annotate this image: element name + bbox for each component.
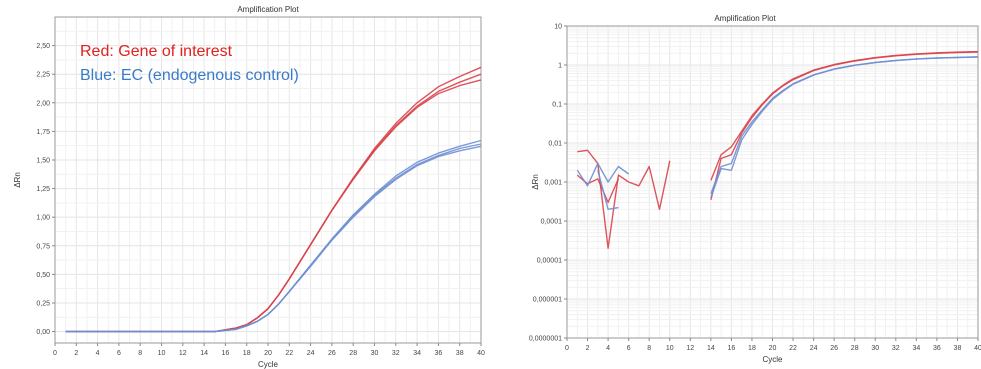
y-tick-label: 1 — [558, 63, 562, 70]
x-tick-label: 0 — [565, 345, 569, 352]
y-tick-label: 1,25 — [36, 186, 50, 193]
y-axis-label: ΔRn — [13, 172, 22, 188]
x-tick-label: 28 — [851, 345, 859, 352]
x-tick-label: 36 — [933, 345, 941, 352]
x-tick-label: 6 — [117, 350, 121, 357]
y-tick-label: 0,1 — [552, 102, 562, 109]
x-tick-label: 12 — [179, 350, 187, 357]
y-tick-label: 0,25 — [36, 300, 50, 307]
x-tick-label: 30 — [871, 345, 879, 352]
x-tick-label: 18 — [748, 345, 756, 352]
x-tick-label: 2 — [586, 345, 590, 352]
x-tick-label: 10 — [158, 350, 166, 357]
x-tick-label: 30 — [371, 350, 379, 357]
y-tick-label: 0,0000001 — [529, 336, 562, 343]
y-axis-label: ΔRn — [531, 174, 540, 190]
y-tick-label: 2,00 — [36, 100, 50, 107]
annotation-1: Red: Gene of interest — [80, 43, 233, 60]
x-tick-label: 20 — [264, 350, 272, 357]
x-tick-label: 18 — [243, 350, 251, 357]
x-tick-label: 26 — [830, 345, 838, 352]
x-tick-label: 38 — [954, 345, 962, 352]
x-tick-label: 40 — [974, 345, 981, 352]
x-axis-label: Cycle — [258, 360, 279, 369]
y-tick-label: 2,50 — [36, 43, 50, 50]
y-tick-label: 1,75 — [36, 129, 50, 136]
y-tick-label: 1,50 — [36, 157, 50, 164]
x-tick-label: 8 — [647, 345, 651, 352]
y-tick-label: 0,0001 — [541, 219, 563, 226]
annotation-2: Blue: EC (endogenous control) — [80, 67, 299, 84]
x-tick-label: 24 — [307, 350, 315, 357]
x-tick-label: 12 — [686, 345, 694, 352]
x-tick-label: 10 — [666, 345, 674, 352]
y-tick-label: 0,50 — [36, 272, 50, 279]
x-tick-label: 2 — [74, 350, 78, 357]
y-tick-label: 0,01 — [548, 141, 562, 148]
x-tick-label: 8 — [138, 350, 142, 357]
series-line-3 — [576, 162, 630, 187]
y-tick-label: 0,001 — [544, 180, 562, 187]
series-line-4 — [597, 170, 619, 211]
x-tick-label: 6 — [627, 345, 631, 352]
x-tick-label: 32 — [392, 350, 400, 357]
x-tick-label: 36 — [435, 350, 443, 357]
x-tick-label: 20 — [769, 345, 777, 352]
series-line-6 — [65, 145, 482, 333]
x-tick-label: 14 — [707, 345, 715, 352]
x-tick-label: 24 — [810, 345, 818, 352]
x-tick-label: 4 — [606, 345, 610, 352]
x-tick-label: 4 — [96, 350, 100, 357]
y-tick-label: 0,75 — [36, 243, 50, 250]
x-axis-label: Cycle — [762, 355, 783, 364]
x-tick-label: 14 — [200, 350, 208, 357]
series-line-6 — [710, 51, 979, 200]
x-tick-label: 22 — [285, 350, 293, 357]
y-tick-label: 0,00001 — [537, 258, 562, 265]
x-tick-label: 0 — [53, 350, 57, 357]
x-tick-label: 38 — [456, 350, 464, 357]
y-tick-label: 0,00 — [36, 329, 50, 336]
chart-title: Amplification Plot — [237, 5, 299, 14]
x-tick-label: 16 — [222, 350, 230, 357]
log-amplification-plot: 0,0000001 0,000001 0,00001 0,0001 0,001 0,01 0… — [529, 14, 981, 364]
series-line-8 — [710, 56, 979, 194]
y-tick-label: 10 — [554, 24, 562, 31]
series-line-1 — [577, 149, 671, 250]
x-tick-label: 28 — [349, 350, 357, 357]
x-tick-label: 26 — [328, 350, 336, 357]
x-tick-label: 34 — [413, 350, 421, 357]
x-tick-label: 40 — [477, 350, 485, 357]
y-tick-label: 1,00 — [36, 215, 50, 222]
y-tick-label: 2,25 — [36, 72, 50, 79]
x-tick-label: 22 — [789, 345, 797, 352]
chart-title: Amplification Plot — [714, 14, 776, 23]
y-tick-label: 0,000001 — [533, 297, 562, 304]
series-line-3 — [65, 79, 482, 333]
x-tick-label: 34 — [912, 345, 920, 352]
linear-amplification-plot: 0,00 0,25 0,50 0,75 1,00 1,25 1,50 1,75 2,00 2,25… — [13, 5, 485, 369]
x-tick-label: 16 — [728, 345, 736, 352]
x-tick-label: 32 — [892, 345, 900, 352]
